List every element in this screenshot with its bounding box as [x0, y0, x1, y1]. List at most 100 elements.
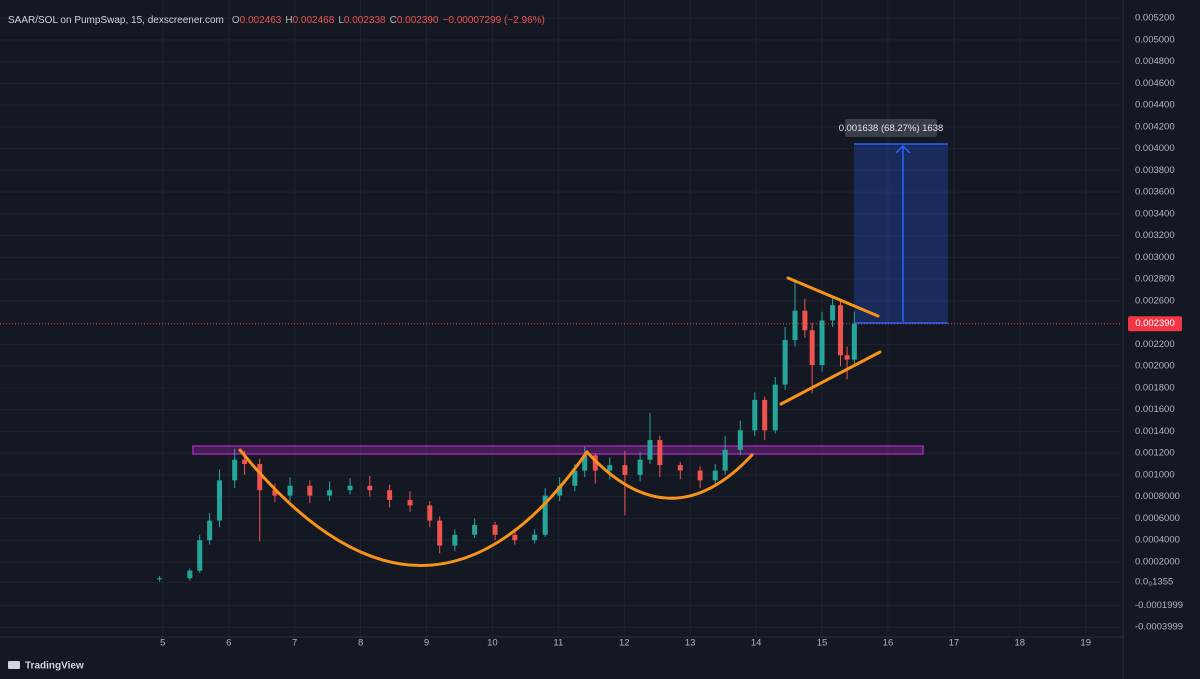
candle-body	[472, 524, 478, 535]
candle-body	[592, 455, 598, 471]
handle-curve	[585, 450, 754, 500]
candle-body	[647, 440, 653, 460]
y-tick-label: 0.002600	[1135, 295, 1175, 306]
candle-body	[542, 495, 548, 535]
x-tick-label: 15	[817, 638, 828, 649]
brand-logo: TradingView	[8, 661, 84, 672]
candle-body	[387, 490, 393, 500]
candle-body	[851, 323, 857, 360]
ohlc-key: H	[285, 15, 292, 26]
candle-body	[819, 320, 825, 366]
y-tick-label: -0.0001999	[1135, 600, 1183, 611]
y-tick-label: 0.0004000	[1135, 535, 1180, 546]
candle-body	[347, 485, 353, 491]
candle-body	[622, 465, 628, 475]
pennant-upper	[786, 276, 880, 318]
y-tick-label: 0.005200	[1135, 13, 1175, 24]
x-tick-label: 18	[1015, 638, 1026, 649]
y-tick-label: 0.004800	[1135, 56, 1175, 67]
candle-body	[582, 455, 588, 471]
x-tick-label: 17	[949, 638, 960, 649]
candle-body	[532, 534, 538, 541]
candle-body	[217, 480, 223, 521]
x-tick-label: 6	[226, 638, 231, 649]
y-tick-label: 0.004000	[1135, 143, 1175, 154]
candle-body	[572, 470, 578, 486]
candle-body	[712, 470, 718, 481]
y-tick-label: 0.001200	[1135, 448, 1175, 459]
candle-body	[782, 340, 788, 385]
candle-body	[657, 440, 663, 466]
ohlc-key: O	[232, 15, 240, 26]
y-tick-label: 0.001800	[1135, 382, 1175, 393]
x-tick-label: 13	[685, 638, 696, 649]
y-tick-label: 0.002000	[1135, 361, 1175, 372]
x-tick-label: 19	[1080, 638, 1091, 649]
ohlc-value: 0.002468	[293, 15, 335, 26]
candle-body	[677, 465, 683, 471]
candle-body	[197, 540, 203, 571]
y-tick-label: 0.002800	[1135, 274, 1175, 285]
x-tick-label: 7	[292, 638, 297, 649]
y-tick-label: 0.001400	[1135, 426, 1175, 437]
measure-arrow-head	[895, 144, 911, 154]
candle-body	[792, 310, 798, 341]
ohlc-value: 0.002463	[240, 15, 282, 26]
measure-box	[854, 144, 948, 323]
x-tick-label: 11	[553, 638, 563, 649]
candle-body	[427, 505, 433, 521]
ohlc-value: 0.002390	[397, 15, 439, 26]
candle-body	[844, 355, 850, 360]
candle-body	[830, 305, 836, 321]
pennant-lower	[779, 350, 882, 406]
candle-body	[367, 485, 373, 491]
y-tick-label: -0.0003999	[1135, 622, 1183, 633]
x-tick-label: 16	[883, 638, 894, 649]
y-tick-label: 0.004600	[1135, 78, 1175, 89]
y-tick-label: 0.004200	[1135, 121, 1175, 132]
candle-body	[437, 520, 443, 546]
candle-body	[737, 430, 743, 450]
candle-body	[772, 384, 778, 431]
candle-body	[512, 534, 518, 541]
candle-body	[187, 570, 193, 579]
candle-body	[232, 459, 238, 481]
ohlc-key: C	[390, 15, 397, 26]
brand: TradingView	[25, 661, 84, 672]
x-tick-label: 8	[358, 638, 363, 649]
candle-body	[157, 578, 163, 580]
y-tick-label: 0.001000	[1135, 469, 1175, 480]
resistance-zone	[192, 445, 924, 455]
candle-body	[557, 485, 563, 496]
y-tick-label: 0.001600	[1135, 404, 1175, 415]
y-tick-label: 0.003800	[1135, 165, 1175, 176]
candle-body	[802, 310, 808, 331]
candle-body	[837, 305, 843, 356]
y-tick-label: 0.0008000	[1135, 491, 1180, 502]
candle-body	[607, 465, 613, 471]
y-tick-label: 0.003000	[1135, 252, 1175, 263]
logo-mark	[8, 661, 20, 669]
y-tick-label: 0.0006000	[1135, 513, 1180, 524]
x-tick-label: 14	[751, 638, 762, 649]
y-tick-label: 0.0₀1355	[1135, 577, 1173, 588]
candle-body	[307, 485, 313, 496]
y-tick-label: 0.005000	[1135, 34, 1175, 45]
candle-body	[242, 459, 248, 465]
candle-body	[287, 485, 293, 496]
candle-body	[207, 520, 213, 541]
candle-body	[492, 524, 498, 535]
candle-body	[637, 459, 643, 475]
candles	[157, 281, 857, 582]
y-tick-label: 0.003400	[1135, 208, 1175, 219]
y-tick-label: 0.0002000	[1135, 556, 1180, 567]
ohlc-value: 0.002338	[344, 15, 386, 26]
candle-body	[327, 490, 333, 496]
measure-label-box	[845, 119, 937, 137]
y-tick-label: 0.003200	[1135, 230, 1175, 241]
candle-body	[452, 534, 458, 546]
candle-body	[407, 499, 413, 506]
candle-body	[697, 470, 703, 481]
candle-body	[257, 464, 263, 491]
